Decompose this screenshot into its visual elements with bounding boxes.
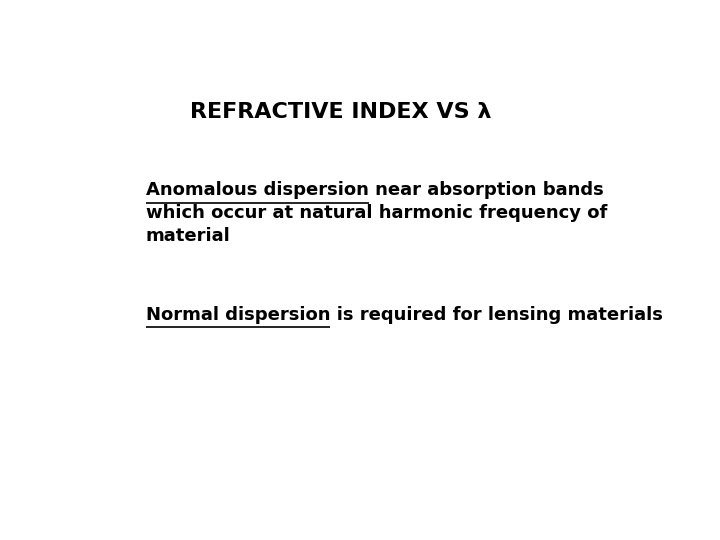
Text: Normal dispersion is required for lensing materials: Normal dispersion is required for lensin… xyxy=(145,306,662,324)
Text: Anomalous dispersion near absorption bands
which occur at natural harmonic frequ: Anomalous dispersion near absorption ban… xyxy=(145,181,607,245)
Text: REFRACTIVE INDEX VS λ: REFRACTIVE INDEX VS λ xyxy=(190,102,492,122)
